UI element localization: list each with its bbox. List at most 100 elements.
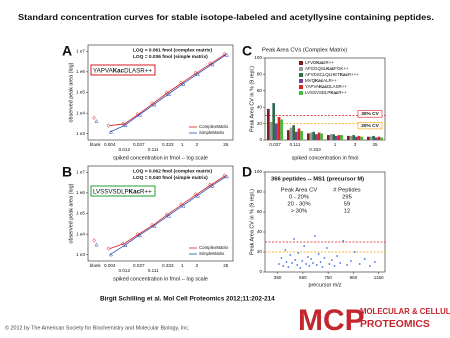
bar [292, 125, 295, 140]
x-tick-label: 0.111 [148, 268, 159, 273]
panel-letter: D [242, 164, 252, 180]
data-point [373, 261, 376, 263]
legend-label: SimpleMatrix [199, 251, 225, 256]
bar [272, 103, 275, 140]
data-point [293, 238, 295, 240]
data-point [164, 212, 169, 217]
data-point [303, 245, 306, 247]
x-tick-label: 0.111 [290, 142, 301, 147]
x-tick-label: 1150 [374, 275, 384, 280]
x-tick-label: 25 [223, 142, 229, 147]
data-point [308, 265, 311, 267]
bar [315, 134, 318, 140]
plot-frame [264, 171, 386, 273]
y-axis-label: Peak Area CV in % (9 repl.) [249, 189, 255, 255]
bar [380, 137, 383, 140]
legend-label: LFVDKacIR++ [305, 60, 334, 65]
y-tick-label: 40 [257, 229, 263, 234]
loq-annotation: LOQ = 0.040 fmol (simple matrix) [133, 175, 208, 181]
x-tick-label: 0.037 [133, 263, 145, 268]
panel: B 1 e3 1 e4 1 e5 1 e6 1 e7 blank 0.0040.0120.03… [62, 164, 234, 282]
data-point [312, 262, 314, 264]
data-point [208, 182, 212, 187]
loq-annotation: LOQ = 0.062 fmol (complex matrix) [133, 168, 212, 174]
bar [332, 134, 335, 140]
x-tick-label: 0.037 [269, 142, 281, 147]
data-point [319, 261, 322, 263]
data-point [280, 257, 283, 259]
bar [335, 135, 338, 140]
legend-label: ComplexMatrix [199, 245, 229, 250]
data-point [152, 224, 157, 228]
bar [347, 135, 350, 140]
logo-mark: MCP [298, 304, 365, 337]
y-tick-label: 1 e4 [76, 231, 85, 236]
table-cell: 20 - 30% [287, 202, 310, 208]
bar [309, 132, 313, 140]
data-point [193, 192, 198, 197]
panel: D 0 20 40 60 80 100 350 550 750 950 1150 precursor m… [242, 164, 386, 288]
panel-letter: B [62, 164, 72, 180]
data-point [339, 262, 342, 264]
data-point [325, 247, 328, 249]
data-point [315, 264, 318, 266]
data-point [310, 258, 313, 260]
data-point [208, 61, 212, 66]
bar [367, 136, 370, 140]
x-tick-label: 0.012 [119, 268, 131, 273]
data-point [123, 243, 128, 248]
x-tick-label: 550 [299, 275, 307, 280]
bar [269, 121, 273, 140]
bar [267, 108, 270, 140]
data-point [289, 254, 292, 256]
x-tick-label: 1 [334, 142, 337, 147]
bar [352, 135, 355, 140]
data-point [284, 249, 287, 251]
y-tick-label: 40 [257, 104, 263, 109]
x-tick-label: 3 [354, 142, 357, 147]
data-point [317, 253, 320, 255]
data-point [166, 213, 171, 218]
data-point [181, 203, 186, 208]
data-point [210, 62, 215, 67]
bar [287, 130, 290, 140]
data-point [307, 256, 309, 258]
legend-swatch [299, 73, 303, 77]
y-tick-label: 0 [259, 269, 262, 274]
data-point [224, 52, 229, 57]
data-point [323, 257, 326, 259]
table-cell: 59 [344, 202, 350, 208]
bar [340, 135, 343, 140]
logo-line: MOLECULAR & CELLULAR [360, 307, 450, 316]
legend-label: MVQKacALR++ [305, 78, 337, 83]
data-point [224, 174, 229, 179]
data-point [164, 90, 169, 95]
x-tick-label: 350 [274, 275, 282, 280]
legend-label: ComplexMatrix [199, 124, 229, 129]
bar [295, 131, 298, 140]
data-point [287, 266, 290, 268]
plot-frame [264, 57, 386, 141]
legend-swatch [299, 85, 303, 89]
legend-label: YAPVAKacDLASR++ [305, 84, 347, 89]
loq-annotation: LOQ = 0.061 fmol (complex matrix) [133, 47, 212, 53]
bar [312, 131, 315, 140]
bar [369, 136, 373, 140]
x-axis-label: spiked concentration in fmol -- log scal… [113, 276, 208, 282]
table-header: # Peptides [333, 188, 360, 194]
table-header: Peak Area CV [281, 188, 318, 194]
data-point [193, 70, 198, 75]
data-point [363, 258, 366, 260]
x-tick-label: blank [90, 142, 102, 147]
bar [375, 137, 378, 140]
data-point [358, 263, 361, 265]
x-tick-label: 0.004 [104, 263, 116, 268]
x-tick-label: 0.333 [162, 142, 174, 147]
bar [297, 128, 301, 140]
y-tick-label: 1 e6 [76, 69, 85, 74]
bar [280, 119, 283, 140]
data-point [166, 92, 171, 96]
copyright: © 2012 by The American Society for Bioch… [5, 324, 189, 331]
y-tick-label: 60 [257, 209, 263, 214]
data-point [299, 267, 302, 269]
